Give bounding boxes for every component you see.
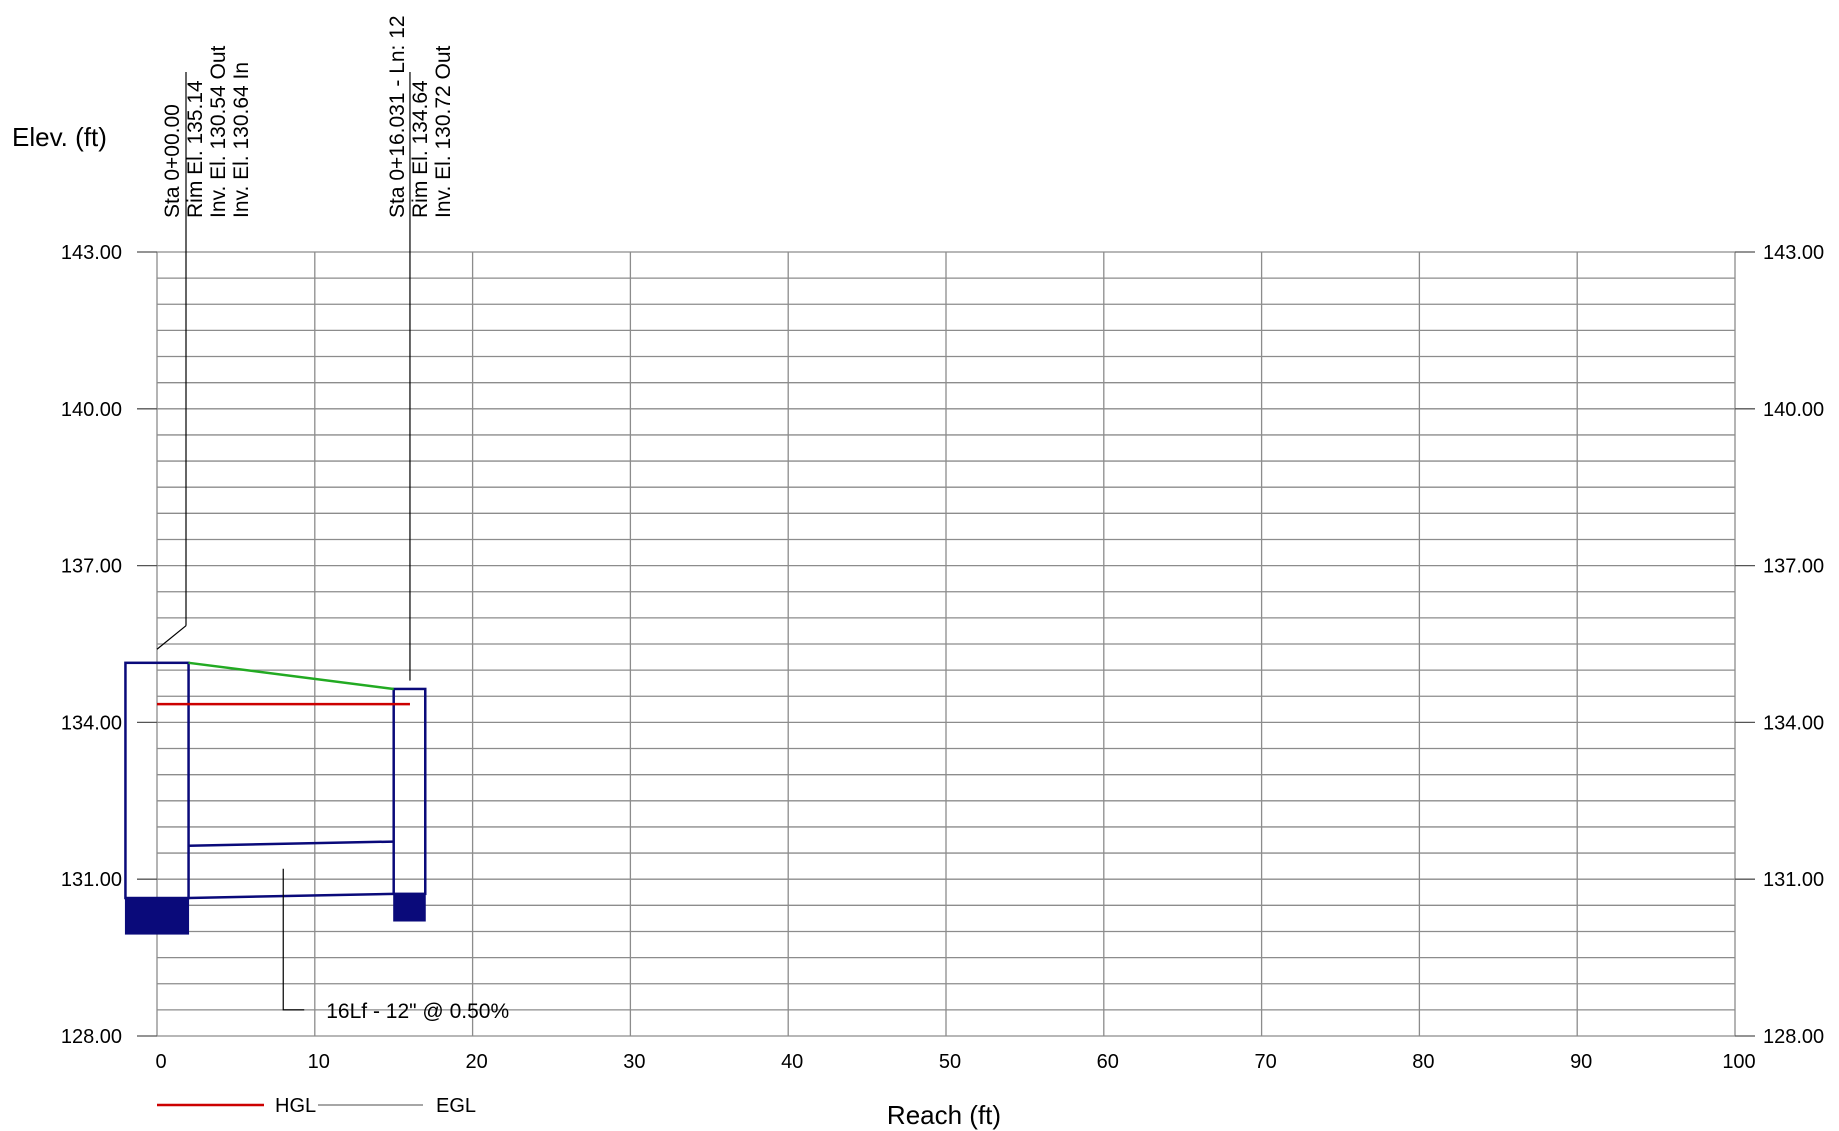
x-tick-label: 40: [781, 1051, 803, 1073]
station-label: Inv. El. 130.54 Out: [207, 45, 230, 218]
x-tick-label: 90: [1570, 1051, 1592, 1073]
x-tick-label: 100: [1722, 1051, 1755, 1073]
structure-base: [393, 893, 426, 922]
x-tick-label: 50: [939, 1051, 961, 1073]
y-tick-label-right: 140.00: [1763, 399, 1824, 421]
station-label: Sta 0+00.00: [161, 104, 184, 218]
structures: Sta 0+00.00 Rim El. 135.14 Inv. El. 130.54…: [124, 15, 455, 935]
y-tick-label-right: 128.00: [1763, 1026, 1824, 1048]
station-label: Inv. El. 130.64 In: [230, 62, 253, 218]
x-tick-label: 60: [1097, 1051, 1119, 1073]
plot-frame: [137, 251, 1755, 1037]
station-label: Rim El. 134.64: [409, 80, 432, 218]
y-tick-label-left: 131.00: [61, 869, 122, 891]
pipe-label: 16Lf - 12" @ 0.50%: [326, 1000, 509, 1023]
x-tick-label: 10: [308, 1051, 330, 1073]
station-label: Inv. El. 130.72 Out: [432, 45, 455, 218]
station-label: Rim El. 135.14: [184, 80, 207, 218]
y-tick-label-right: 134.00: [1763, 712, 1824, 734]
x-tick-label: 70: [1254, 1051, 1276, 1073]
legend: HGL EGL: [157, 1095, 476, 1117]
station-label: Sta 0+16.031 - Ln: 12: [386, 15, 409, 218]
y-tick-label-right: 131.00: [1763, 869, 1824, 891]
structure-base: [124, 897, 190, 935]
y-tick-label-left: 134.00: [61, 712, 122, 734]
y-tick-label-right: 143.00: [1763, 242, 1824, 264]
x-axis-title: Reach (ft): [887, 1100, 1001, 1130]
legend-label-egl: EGL: [436, 1095, 476, 1117]
series: 16Lf - 12" @ 0.50%: [157, 661, 509, 1023]
y-tick-label-right: 137.00: [1763, 556, 1824, 578]
y-tick-label-left: 143.00: [61, 242, 122, 264]
x-tick-label: 30: [623, 1051, 645, 1073]
y-tick-label-left: 137.00: [61, 556, 122, 578]
station-leader: [156, 625, 187, 650]
structure-box: [392, 687, 427, 896]
x-tick-label: 20: [465, 1051, 487, 1073]
x-tick-label: 0: [155, 1051, 166, 1073]
series-line-egl: [188, 661, 394, 691]
y-tick-label-left: 140.00: [61, 399, 122, 421]
tick-labels: 128.00 128.00 131.00 131.00 134.00 134.00 137.…: [61, 242, 1824, 1073]
pipe-invert-line: [188, 892, 394, 900]
y-tick-label-left: 128.00: [61, 1026, 122, 1048]
pipe-crown-line: [188, 840, 394, 847]
y-axis-title: Elev. (ft): [12, 122, 107, 152]
legend-label-hgl: HGL: [275, 1095, 316, 1117]
x-tick-label: 80: [1412, 1051, 1434, 1073]
pipe-label-leader: [282, 868, 305, 1011]
